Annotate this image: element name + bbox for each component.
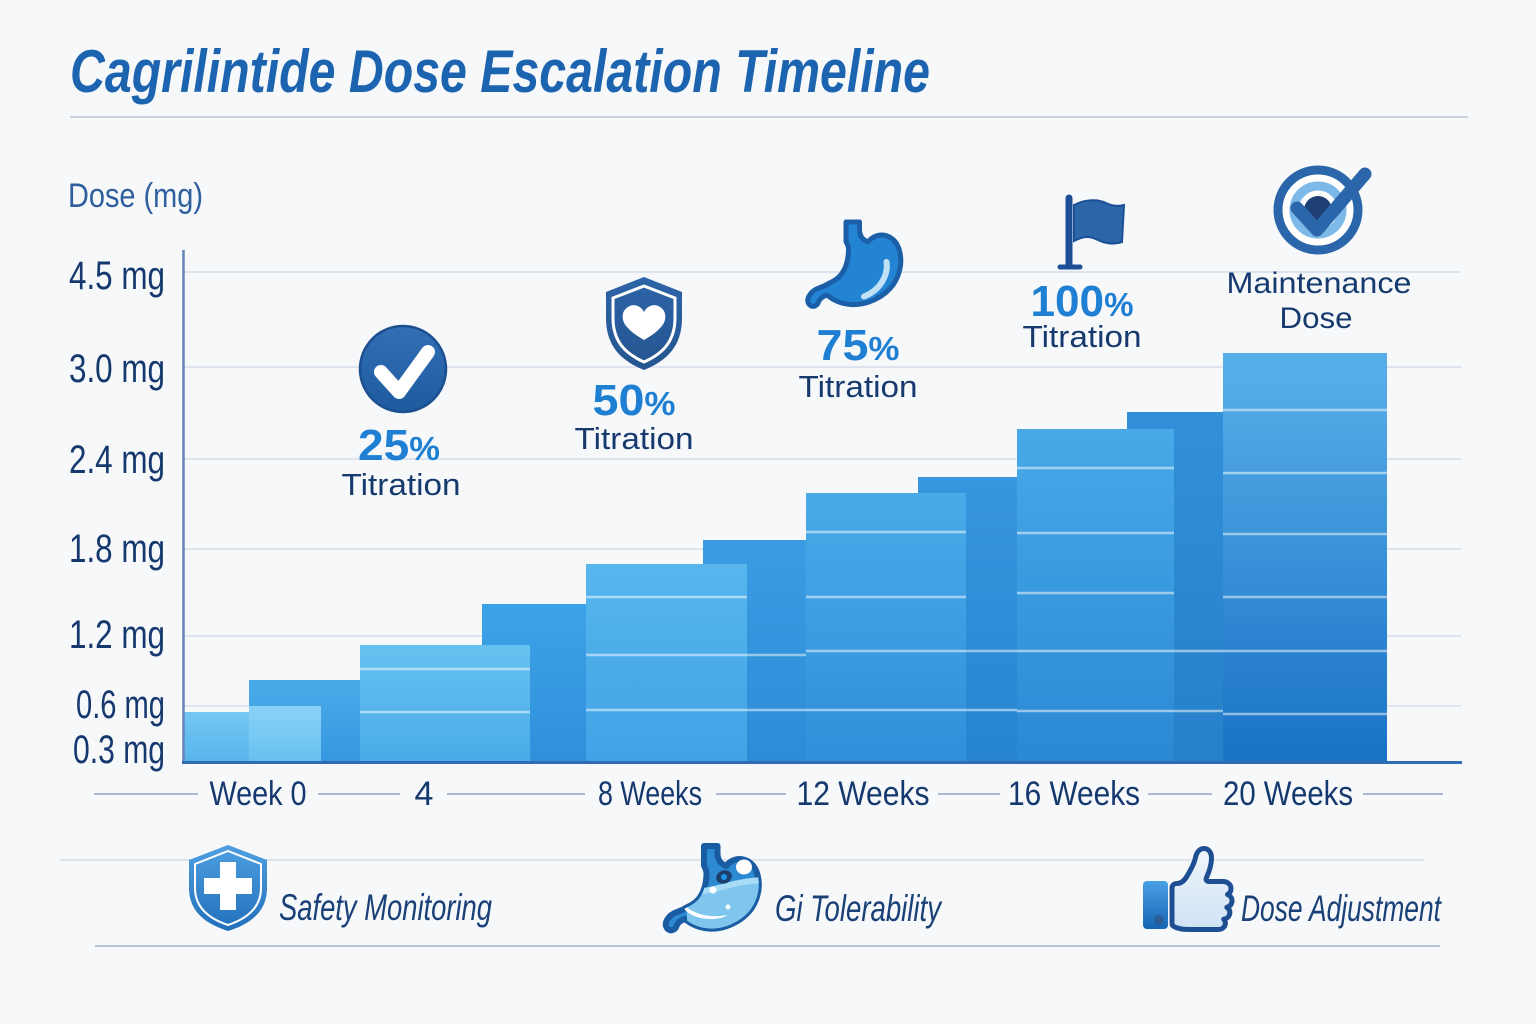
svg-text:8 Weeks: 8 Weeks	[598, 775, 702, 813]
svg-text:Dose Adjustment: Dose Adjustment	[1241, 888, 1442, 929]
svg-text:Titration: Titration	[799, 369, 918, 404]
svg-text:4: 4	[415, 775, 434, 813]
svg-text:50%: 50%	[593, 376, 676, 425]
svg-text:0.3 mg: 0.3 mg	[73, 728, 165, 772]
svg-text:20 Weeks: 20 Weeks	[1223, 775, 1353, 813]
svg-text:25%: 25%	[358, 421, 440, 470]
svg-text:Safety Monitoring: Safety Monitoring	[279, 887, 492, 928]
svg-text:Cagrilintide Dose Escalation T: Cagrilintide Dose Escalation Timeline	[70, 38, 930, 105]
svg-text:Dose: Dose	[1280, 302, 1353, 335]
svg-text:12 Weeks: 12 Weeks	[797, 775, 930, 813]
svg-text:Gi Tolerability: Gi Tolerability	[775, 888, 943, 929]
svg-text:Titration: Titration	[1023, 319, 1142, 354]
svg-text:0.6 mg: 0.6 mg	[76, 683, 165, 727]
svg-text:Titration: Titration	[342, 467, 461, 502]
svg-text:3.0 mg: 3.0 mg	[69, 347, 165, 391]
svg-text:Maintenance: Maintenance	[1227, 267, 1412, 300]
svg-text:Titration: Titration	[575, 421, 694, 456]
svg-text:100%: 100%	[1031, 277, 1134, 326]
svg-text:2.4 mg: 2.4 mg	[69, 438, 165, 482]
svg-text:1.8 mg: 1.8 mg	[69, 527, 165, 571]
svg-text:16 Weeks: 16 Weeks	[1008, 775, 1140, 813]
svg-text:1.2 mg: 1.2 mg	[69, 613, 165, 657]
svg-text:4.5 mg: 4.5 mg	[69, 254, 165, 298]
svg-text:75%: 75%	[817, 321, 900, 370]
svg-text:Dose (mg): Dose (mg)	[68, 177, 203, 215]
svg-text:Week 0: Week 0	[210, 775, 307, 813]
